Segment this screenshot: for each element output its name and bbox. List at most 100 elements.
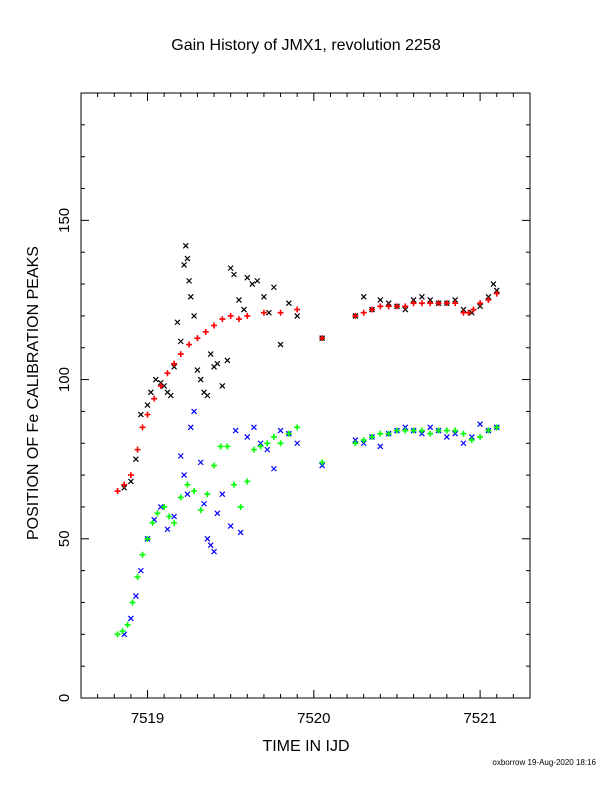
data-point (257, 440, 264, 447)
data-point (224, 443, 231, 450)
data-point (294, 424, 301, 431)
data-point (452, 430, 459, 437)
data-point (460, 306, 467, 313)
data-point (369, 433, 376, 440)
data-point (418, 300, 425, 307)
data-point (132, 456, 139, 463)
data-point (197, 376, 204, 383)
data-point (277, 309, 284, 316)
data-point (294, 440, 301, 447)
data-point (152, 376, 159, 383)
data-point (134, 446, 141, 453)
data-point (157, 382, 164, 389)
data-point (377, 297, 384, 303)
data-point (232, 427, 239, 434)
data-point (452, 297, 459, 303)
plot-frame (80, 92, 531, 699)
data-point (427, 430, 434, 437)
x-tick-label: 7521 (463, 710, 496, 727)
data-point (204, 535, 211, 542)
data-point (174, 319, 181, 326)
data-point (285, 430, 292, 437)
data-point (251, 424, 257, 431)
data-point (241, 306, 247, 313)
data-point (204, 491, 211, 498)
data-point (202, 328, 209, 335)
data-point (427, 297, 434, 303)
data-point (137, 411, 144, 418)
data-point (227, 523, 234, 529)
y-tick-label: 50 (56, 530, 73, 547)
timestamp-footer: oxborrow 19-Aug-2020 18:16 (492, 758, 596, 767)
data-point (402, 424, 409, 431)
data-point (410, 300, 417, 307)
data-point (114, 488, 121, 495)
data-point (219, 491, 226, 498)
data-point (468, 433, 475, 440)
data-point (410, 427, 417, 434)
data-point (237, 503, 244, 510)
data-point (191, 312, 198, 319)
data-point (171, 363, 178, 370)
data-point (418, 430, 425, 437)
data-point (181, 262, 188, 268)
data-point (201, 500, 207, 507)
data-point (490, 281, 497, 287)
data-point (264, 440, 271, 447)
data-point (164, 370, 171, 377)
data-point (127, 472, 134, 479)
data-point (377, 430, 384, 437)
data-point (360, 440, 367, 447)
data-point (177, 338, 184, 345)
data-point (164, 526, 171, 533)
data-point (227, 312, 234, 319)
data-point (270, 284, 277, 291)
data-point (265, 309, 272, 316)
data-point (177, 453, 184, 459)
data-point (460, 440, 467, 447)
data-point (204, 392, 211, 399)
data-point (184, 481, 191, 488)
data-point (177, 494, 184, 501)
data-point (460, 430, 467, 437)
data-point (360, 309, 367, 316)
data-points (114, 242, 500, 638)
data-point (184, 491, 191, 498)
data-point (443, 427, 450, 434)
data-point (294, 306, 301, 313)
tick-labels: 0 50 100 150 7519 7520 7521 (56, 208, 497, 727)
data-point (427, 424, 434, 431)
data-point (418, 427, 425, 434)
data-point (443, 300, 450, 307)
data-point (194, 335, 201, 342)
data-point (139, 551, 146, 558)
data-point (477, 300, 484, 307)
data-point (236, 297, 242, 303)
data-point (187, 293, 194, 300)
axis-ticks (80, 92, 531, 699)
data-point (211, 548, 217, 555)
data-point (231, 271, 237, 278)
data-point (219, 316, 226, 323)
x-axis-label: TIME IN IJD (262, 738, 350, 755)
data-point (270, 433, 277, 440)
data-point (211, 322, 218, 329)
data-point (244, 433, 251, 440)
data-point (352, 437, 359, 444)
data-point (207, 351, 214, 358)
data-point (402, 306, 409, 313)
data-point (465, 309, 472, 316)
data-point (352, 440, 359, 447)
data-point (137, 567, 144, 574)
data-point (260, 309, 267, 316)
data-point (191, 488, 198, 495)
data-point (207, 542, 214, 549)
data-point (230, 481, 237, 488)
data-point (294, 312, 301, 319)
data-point (352, 312, 359, 319)
data-point (277, 427, 284, 434)
data-point (181, 472, 188, 479)
data-point (149, 519, 156, 526)
data-point (244, 478, 251, 485)
data-point (477, 433, 484, 440)
